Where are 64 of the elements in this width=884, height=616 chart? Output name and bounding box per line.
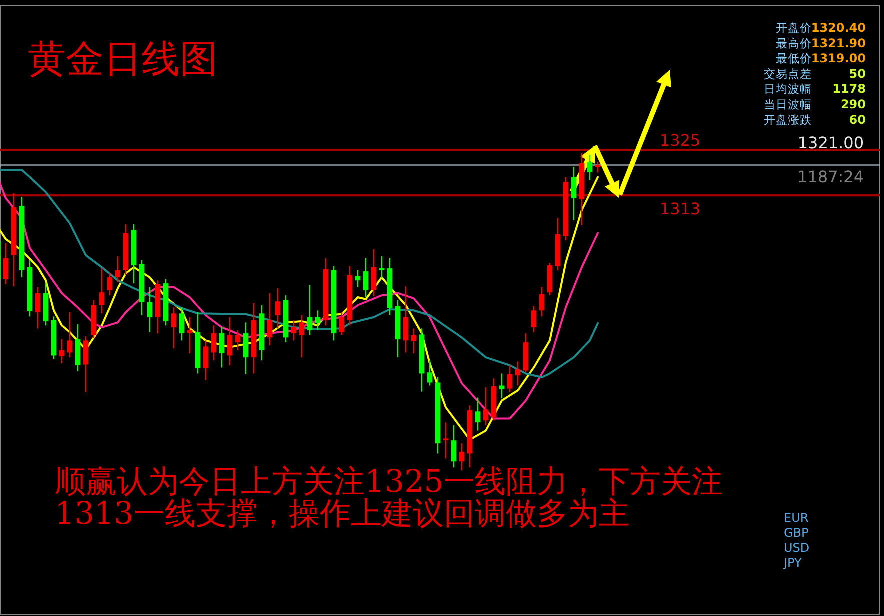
candlestick: [275, 288, 281, 330]
candlestick: [443, 422, 449, 460]
candlestick: [99, 268, 105, 314]
candlestick: [67, 312, 73, 358]
candlestick: [35, 286, 41, 330]
candlestick: [203, 340, 209, 382]
text: 1320.40: [811, 21, 866, 35]
text: 开盘涨跌: [764, 112, 812, 127]
text: 1187:24: [798, 167, 864, 186]
candlestick: [515, 361, 521, 386]
candlestick: [363, 258, 369, 298]
candlestick: [187, 316, 193, 354]
text: EUR: [784, 511, 809, 525]
text: 1319.00: [811, 52, 866, 66]
text: 交易点差: [764, 66, 812, 81]
text: 日均波幅: [764, 82, 812, 96]
text: 290: [840, 98, 866, 112]
candlestick: [307, 284, 313, 336]
text: 最低价: [776, 52, 812, 66]
text: 开盘价: [776, 21, 812, 35]
candlestick: [355, 270, 361, 288]
candlestick: [587, 154, 593, 181]
annotation: 顺赢认为今日上方关注1325一线阻力，下方关注1313一线支撑，操作上建议回调做多为主: [55, 464, 723, 532]
candlestick: [179, 307, 185, 342]
candlestick: [427, 360, 433, 386]
candlestick: [571, 166, 577, 222]
text: GBP: [784, 526, 809, 540]
candlestick: [539, 286, 545, 318]
candlestick: [267, 292, 273, 346]
candlestick: [299, 314, 305, 358]
candlestick: [171, 307, 177, 350]
candlestick: [411, 328, 417, 354]
candlestick: [459, 442, 465, 472]
text: 50: [849, 66, 866, 81]
candlestick: [107, 272, 113, 296]
candlestick: [3, 242, 9, 285]
text: 当日波幅: [764, 98, 812, 112]
candlestick: [451, 424, 457, 468]
candlestick: [531, 306, 537, 334]
ref-line-label: 1321.00: [798, 133, 864, 152]
candlestick: [371, 248, 377, 297]
text: USD: [784, 541, 810, 555]
text: JPY: [783, 556, 803, 570]
candlestick: [291, 320, 297, 342]
candlestick: [403, 286, 409, 354]
candlestick: [379, 256, 385, 279]
candlestick: [475, 397, 481, 432]
candlestick: [227, 316, 233, 366]
text: 1321.90: [811, 36, 866, 50]
candlestick: [219, 326, 225, 368]
text: 黄金日线图: [28, 37, 218, 81]
candlestick: [315, 310, 321, 332]
candlestick: [339, 312, 345, 336]
candlestick: [147, 286, 153, 334]
text: 1178: [832, 82, 866, 96]
ref-line-label: 1325: [660, 131, 701, 150]
candlestick: [59, 338, 65, 364]
candlestick: [211, 325, 217, 362]
candlestick: [115, 256, 121, 284]
text: 最高价: [776, 36, 812, 50]
candlestick: [507, 364, 513, 394]
ref-line-label: 1313: [660, 199, 701, 218]
text: 60: [849, 112, 866, 127]
candlestick: [235, 330, 241, 352]
